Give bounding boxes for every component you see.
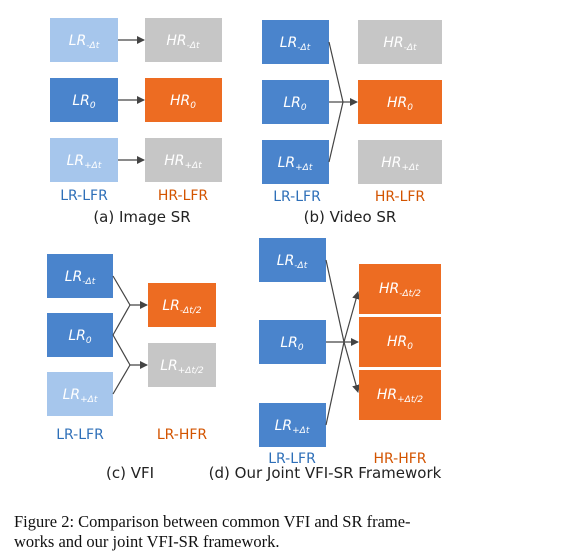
label-lr-hfr: LR-HFR <box>157 427 208 443</box>
lr-minus-box <box>259 238 326 282</box>
arrow-d1 <box>343 291 360 343</box>
hr-minus-sub: -Δt <box>187 41 200 51</box>
svg-text:HR-Δt/2: HR-Δt/2 <box>379 281 421 299</box>
arrow-d3 <box>343 341 360 393</box>
svg-text:HR+Δt: HR+Δt <box>164 153 202 171</box>
hr-plus-main: HR <box>164 153 184 169</box>
lr-minus-box <box>50 18 118 62</box>
lr-minus-box <box>262 20 329 64</box>
lr-plus-box <box>262 140 329 184</box>
hr-minus-half-box <box>359 264 441 314</box>
svg-text:HR-Δt: HR-Δt <box>383 35 417 53</box>
svg-text:LR0: LR0 <box>72 93 96 111</box>
hr-zero-main: HR <box>170 93 190 109</box>
lr-zero-box <box>262 80 329 124</box>
svg-text:LR-Δt: LR-Δt <box>280 35 311 53</box>
hr-zero-box <box>358 80 442 124</box>
svg-text:HR0: HR0 <box>387 334 413 352</box>
figure-caption: Figure 2: Comparison between common VFI … <box>14 512 574 552</box>
label-lr-lfr: LR-LFR <box>60 188 108 204</box>
svg-text:LR+Δt: LR+Δt <box>278 155 313 173</box>
svg-text:LR+Δt: LR+Δt <box>63 387 98 405</box>
panel-video-sr: LR-Δt LR0 LR+Δt HR-Δt HR0 HR+Δt LR-LFR H… <box>262 20 442 226</box>
hr-plus-box <box>145 138 222 182</box>
connector-c4 <box>112 364 131 395</box>
label-lr-lfr: LR-LFR <box>268 451 316 467</box>
lr-plus-sub: +Δt <box>84 161 102 171</box>
svg-text:HR+Δt: HR+Δt <box>381 155 419 173</box>
label-hr-hfr: HR-HFR <box>373 451 426 467</box>
hr-plus-sub: +Δt <box>185 161 203 171</box>
connector-b3 <box>328 101 344 163</box>
connector-c2 <box>112 304 131 336</box>
diagram-canvas: LR-Δt HR-Δt LR0 HR0 LR+Δt HR+Δt LR-LFR H… <box>47 18 442 482</box>
hr-zero-sub: 0 <box>190 101 196 111</box>
svg-text:LR-Δt: LR-Δt <box>69 33 100 51</box>
hr-plus-box <box>358 140 442 184</box>
lr-minus-sub: -Δt <box>86 41 99 51</box>
svg-text:LR0: LR0 <box>283 95 307 113</box>
lr-plus-box <box>47 372 113 416</box>
lr-minus-half-box <box>148 283 216 327</box>
label-lr-lfr: LR-LFR <box>56 427 104 443</box>
caption-c: (c) VFI <box>106 464 154 482</box>
svg-text:LR0: LR0 <box>280 335 304 353</box>
lr-zero-main: LR <box>72 93 90 109</box>
lr-minus-box <box>47 254 113 298</box>
panel-image-sr: LR-Δt HR-Δt LR0 HR0 LR+Δt HR+Δt LR-LFR H… <box>50 18 222 226</box>
connector-d3 <box>325 341 345 426</box>
hr-plus-half-box <box>359 370 441 420</box>
lr-plus-half-box <box>148 343 216 387</box>
svg-text:LR+Δt: LR+Δt <box>275 418 310 436</box>
caption-a: (a) Image SR <box>93 208 190 226</box>
hr-minus-main: HR <box>166 33 186 49</box>
panel-joint-vfi-sr: LR-Δt LR0 LR+Δt HR-Δt/2 HR0 HR+Δt/2 LR-L… <box>209 238 442 482</box>
lr-plus-main: LR <box>67 153 85 169</box>
svg-text:HR0: HR0 <box>170 93 196 111</box>
hr-zero-box <box>145 78 222 122</box>
svg-text:LR+Δt: LR+Δt <box>67 153 102 171</box>
svg-text:LR-Δt: LR-Δt <box>65 269 96 287</box>
hr-minus-box <box>358 20 442 64</box>
hr-zero-box <box>359 317 441 367</box>
panel-vfi: LR-Δt LR0 LR+Δt LR-Δt/2 LR+Δt/2 LR-LFR L… <box>47 254 216 482</box>
lr-zero-box <box>47 313 113 357</box>
svg-text:HR+Δt/2: HR+Δt/2 <box>377 387 424 405</box>
svg-text:LR-Δt: LR-Δt <box>277 253 308 271</box>
lr-plus-box <box>259 403 326 447</box>
label-hr-lfr: HR-LFR <box>158 188 209 204</box>
lr-zero-box <box>259 320 326 364</box>
connector-b1 <box>328 41 344 103</box>
svg-text:LR0: LR0 <box>68 328 92 346</box>
svg-text:HR-Δt: HR-Δt <box>166 33 200 51</box>
svg-text:LR-Δt/2: LR-Δt/2 <box>162 298 201 316</box>
lr-minus-main: LR <box>69 33 87 49</box>
svg-text:HR0: HR0 <box>387 95 413 113</box>
lr-zero-sub: 0 <box>90 101 96 111</box>
hr-minus-box <box>145 18 222 62</box>
svg-text:LR+Δt/2: LR+Δt/2 <box>160 358 204 376</box>
figure-caption-line2: works and our joint VFI-SR framework. <box>14 532 280 551</box>
caption-b: (b) Video SR <box>304 208 397 226</box>
label-lr-lfr: LR-LFR <box>273 189 321 205</box>
caption-d: (d) Our Joint VFI-SR Framework <box>209 464 442 482</box>
figure-caption-line1: Figure 2: Comparison between common VFI … <box>14 512 411 531</box>
connector-c3 <box>112 334 131 366</box>
connector-c1 <box>112 275 131 306</box>
label-hr-lfr: HR-LFR <box>375 189 426 205</box>
connector-d1 <box>325 259 345 343</box>
lr-plus-box <box>50 138 118 182</box>
lr-zero-box <box>50 78 118 122</box>
